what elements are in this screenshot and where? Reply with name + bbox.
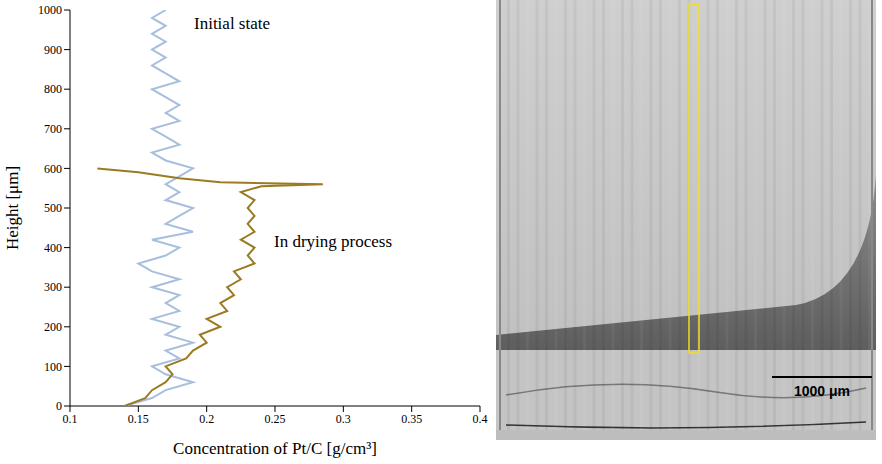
svg-text:600: 600 <box>44 162 62 176</box>
svg-text:300: 300 <box>44 280 62 294</box>
svg-text:1000: 1000 <box>38 3 62 17</box>
svg-text:100: 100 <box>44 360 62 374</box>
svg-text:0.35: 0.35 <box>401 412 422 426</box>
svg-text:700: 700 <box>44 122 62 136</box>
svg-text:Concentration of Pt/C [g/cm³]: Concentration of Pt/C [g/cm³] <box>173 439 377 458</box>
svg-text:0.1: 0.1 <box>63 412 78 426</box>
svg-text:Height [μm]: Height [μm] <box>3 166 22 250</box>
html-text:In drying process: In drying process <box>274 232 392 251</box>
svg-text:0.15: 0.15 <box>128 412 149 426</box>
svg-text:500: 500 <box>44 201 62 215</box>
svg-text:200: 200 <box>44 320 62 334</box>
svg-text:800: 800 <box>44 82 62 96</box>
svg-text:0.4: 0.4 <box>473 412 488 426</box>
svg-text:0.3: 0.3 <box>336 412 351 426</box>
html-text:Initial state: Initial state <box>194 14 270 33</box>
svg-text:1000 μm: 1000 μm <box>794 383 850 399</box>
svg-text:900: 900 <box>44 43 62 57</box>
svg-text:0.2: 0.2 <box>199 412 214 426</box>
svg-text:0.25: 0.25 <box>265 412 286 426</box>
svg-text:0: 0 <box>56 399 62 413</box>
svg-text:400: 400 <box>44 241 62 255</box>
